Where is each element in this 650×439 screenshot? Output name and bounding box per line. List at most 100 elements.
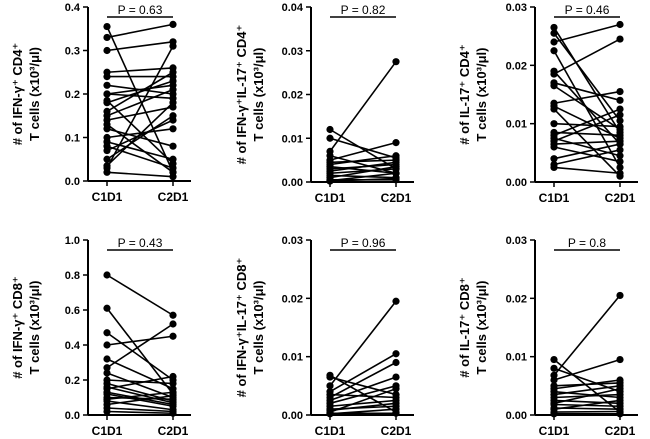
y-tick-label: 0.00 bbox=[282, 410, 303, 422]
paired-line bbox=[329, 154, 397, 166]
y-tick-label: 1.0 bbox=[65, 235, 80, 247]
paired-line bbox=[553, 166, 621, 175]
data-point-c2d1 bbox=[169, 125, 177, 133]
data-point-c2d1 bbox=[616, 111, 624, 119]
y-tick-label: 0.2 bbox=[65, 89, 80, 101]
y-axis-title: # of IFN-γ⁺ CD4⁺ T cells (x10³/μl) bbox=[10, 43, 42, 146]
data-point-c1d1 bbox=[550, 143, 558, 151]
data-point-c1d1 bbox=[550, 355, 558, 364]
data-point-c2d1 bbox=[169, 372, 177, 381]
paired-line bbox=[106, 394, 174, 406]
paired-line bbox=[329, 177, 397, 182]
data-point-c2d1 bbox=[392, 163, 400, 171]
y-tick-label: 0.03 bbox=[506, 235, 527, 247]
y-axis-title-line: # of IFN-γ⁺IL-17⁺ CD8⁺ bbox=[234, 258, 249, 398]
y-axis-title-line: # of IL-17⁺ CD8⁺ bbox=[457, 277, 472, 377]
y-tick-label: 0.01 bbox=[506, 119, 527, 131]
y-axis-title-line: # of IFN-γ⁺IL-17⁺ CD4⁺ bbox=[234, 25, 249, 165]
data-point-c2d1 bbox=[616, 385, 624, 393]
panel-4: 0.0 0.2 0.4 0.6 0.8 1.0 C1D1 C2D1 # of IFN-γ⁺ CD… bbox=[10, 235, 191, 438]
paired-line bbox=[106, 84, 174, 95]
data-point-c1d1 bbox=[103, 46, 111, 55]
y-axis-title-line: T cells (x10³/μl) bbox=[251, 48, 266, 142]
data-point-c2d1 bbox=[616, 96, 624, 104]
x-category-label: C1D1 bbox=[92, 190, 123, 204]
data-point-c2d1 bbox=[169, 20, 177, 28]
data-point-c2d1 bbox=[616, 390, 624, 399]
data-point-c1d1 bbox=[103, 146, 111, 155]
panel-3: 0.00 0.01 0.02 0.03 C1D1 C2D1 # of IL-17⁺ CD4⁺… bbox=[457, 2, 638, 205]
paired-line bbox=[329, 353, 397, 393]
p-value-label: P = 0.46 bbox=[565, 3, 610, 17]
paired-line bbox=[553, 143, 621, 160]
paired-line bbox=[106, 375, 174, 390]
y-axis-title-line: # of IFN-γ⁺ CD8⁺ bbox=[10, 276, 25, 379]
data-point-c1d1 bbox=[326, 177, 334, 185]
y-tick-label: 0.01 bbox=[282, 133, 303, 145]
y-tick-label: 0.02 bbox=[282, 293, 303, 305]
data-point-c2d1 bbox=[616, 131, 624, 139]
data-point-c2d1 bbox=[616, 157, 624, 166]
paired-line bbox=[329, 376, 397, 396]
data-point-c1d1 bbox=[550, 29, 558, 37]
paired-line bbox=[329, 387, 397, 413]
paired-line bbox=[553, 114, 621, 142]
data-point-c2d1 bbox=[616, 87, 624, 96]
data-point-c1d1 bbox=[103, 355, 111, 363]
data-point-c1d1 bbox=[103, 125, 111, 133]
y-axis-title: # of IFN-γ⁺IL-17⁺ CD4⁺ T cells (x10³/μl) bbox=[234, 25, 266, 165]
data-point-c1d1 bbox=[326, 373, 334, 381]
data-point-c1d1 bbox=[550, 376, 558, 384]
data-point-c1d1 bbox=[550, 364, 558, 372]
data-point-c1d1 bbox=[103, 369, 111, 377]
y-tick-label: 0.01 bbox=[506, 352, 527, 364]
data-point-c2d1 bbox=[169, 155, 177, 163]
panel-1: 0.0 0.1 0.2 0.3 0.4 C1D1 C2D1 # of IFN-γ⁺ CD4⁺ T… bbox=[10, 2, 191, 204]
paired-line bbox=[329, 165, 397, 179]
data-point-c1d1 bbox=[103, 33, 111, 42]
data-point-c1d1 bbox=[103, 329, 111, 337]
data-point-c2d1 bbox=[392, 139, 400, 147]
data-point-c1d1 bbox=[550, 38, 558, 46]
data-point-c2d1 bbox=[169, 409, 177, 417]
data-point-c1d1 bbox=[550, 155, 558, 163]
data-point-c2d1 bbox=[169, 86, 177, 94]
paired-line bbox=[106, 358, 174, 390]
paired-line bbox=[106, 332, 174, 381]
data-point-c2d1 bbox=[616, 291, 624, 300]
paired-line bbox=[553, 358, 621, 381]
paired-line bbox=[329, 376, 397, 402]
y-tick-label: 0.1 bbox=[65, 133, 80, 145]
data-point-c1d1 bbox=[550, 23, 558, 32]
y-axis-title-line: T cells (x10³/μl) bbox=[474, 281, 489, 375]
data-point-c2d1 bbox=[169, 164, 177, 172]
paired-line bbox=[553, 50, 621, 168]
y-tick-label: 0.01 bbox=[282, 352, 303, 364]
y-tick-label: 0.03 bbox=[506, 2, 527, 14]
paired-line bbox=[553, 23, 621, 43]
x-category-label: C2D1 bbox=[381, 191, 412, 205]
x-category-label: C2D1 bbox=[605, 424, 636, 438]
y-axis-title-line: # of IFN-γ⁺ CD4⁺ bbox=[10, 43, 25, 146]
data-point-c1d1 bbox=[550, 410, 558, 418]
data-point-c2d1 bbox=[616, 376, 624, 384]
paired-line bbox=[553, 379, 621, 390]
data-point-c2d1 bbox=[392, 373, 400, 381]
paired-line bbox=[553, 294, 621, 376]
data-point-c2d1 bbox=[169, 142, 177, 150]
paired-line bbox=[329, 300, 397, 387]
paired-line bbox=[329, 393, 397, 399]
paired-line bbox=[553, 122, 621, 128]
y-tick-label: 0.03 bbox=[282, 235, 303, 247]
data-point-c1d1 bbox=[326, 410, 334, 418]
panel-6: 0.00 0.01 0.02 0.03 C1D1 C2D1 # of IL-17⁺ CD8⁺… bbox=[457, 235, 638, 438]
data-point-c1d1 bbox=[103, 168, 111, 176]
paired-line bbox=[329, 137, 397, 159]
x-category-label: C1D1 bbox=[315, 191, 346, 205]
paired-line bbox=[329, 161, 397, 172]
paired-line bbox=[553, 131, 621, 137]
data-point-c2d1 bbox=[169, 99, 177, 107]
data-point-c2d1 bbox=[616, 35, 624, 43]
paired-line bbox=[329, 361, 397, 399]
